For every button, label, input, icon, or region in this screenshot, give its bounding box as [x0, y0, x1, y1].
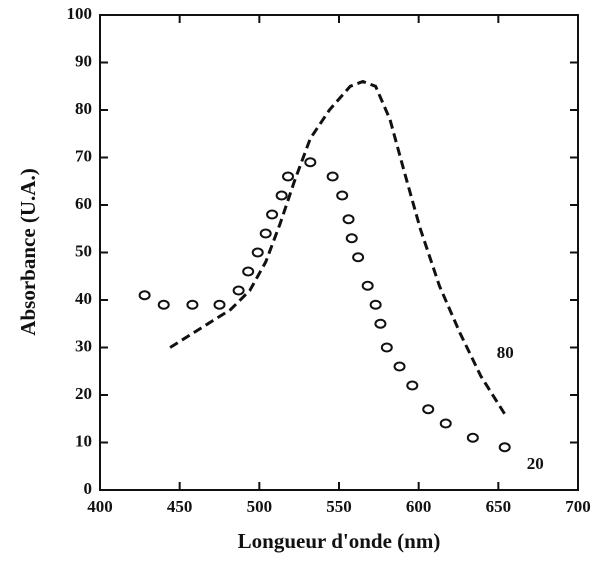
x-tick-label: 400 [87, 497, 113, 516]
x-tick-label: 600 [406, 497, 432, 516]
x-axis-title: Longueur d'onde (nm) [238, 529, 441, 553]
data-point [304, 157, 317, 168]
x-tick-label: 500 [247, 497, 273, 516]
data-point [374, 318, 387, 329]
data-point [342, 214, 355, 225]
series-label: 20 [527, 454, 544, 473]
y-tick-label: 90 [75, 51, 92, 70]
data-point [439, 418, 452, 429]
data-point [282, 171, 295, 182]
plot-frame [99, 14, 579, 491]
y-tick-label: 40 [75, 289, 92, 308]
data-point [498, 442, 511, 453]
data-line [169, 79, 506, 415]
data-point [138, 290, 151, 301]
x-tick-label: 650 [486, 497, 512, 516]
data-point [345, 233, 358, 244]
data-point [242, 266, 255, 277]
y-tick-label: 0 [84, 479, 93, 498]
x-tick-label: 450 [167, 497, 193, 516]
y-tick-label: 80 [75, 99, 92, 118]
data-point [369, 299, 382, 310]
data-point [466, 432, 479, 443]
y-tick-label: 20 [75, 384, 92, 403]
data-point [213, 299, 226, 310]
data-point [380, 342, 393, 353]
series-label: 80 [497, 343, 514, 362]
y-tick-label: 60 [75, 194, 92, 213]
data-point [186, 299, 199, 310]
y-tick-label: 100 [67, 4, 93, 23]
data-point [393, 361, 406, 372]
y-tick-label: 10 [75, 431, 92, 450]
data-point [232, 285, 245, 296]
data-point [266, 209, 279, 220]
data-point [422, 404, 435, 415]
data-point [406, 380, 419, 391]
y-tick-label: 30 [75, 336, 92, 355]
data-point [326, 171, 339, 182]
data-point [251, 247, 264, 258]
x-tick-label: 700 [565, 497, 591, 516]
data-point [259, 228, 272, 239]
data-point [157, 299, 170, 310]
data-point [336, 190, 349, 201]
y-tick-label: 70 [75, 146, 92, 165]
x-tick-label: 550 [326, 497, 352, 516]
data-point [361, 280, 374, 291]
y-axis-title: Absorbance (U.A.) [16, 168, 40, 335]
data-point [275, 190, 288, 201]
data-point [352, 252, 365, 263]
y-tick-label: 50 [75, 241, 92, 260]
